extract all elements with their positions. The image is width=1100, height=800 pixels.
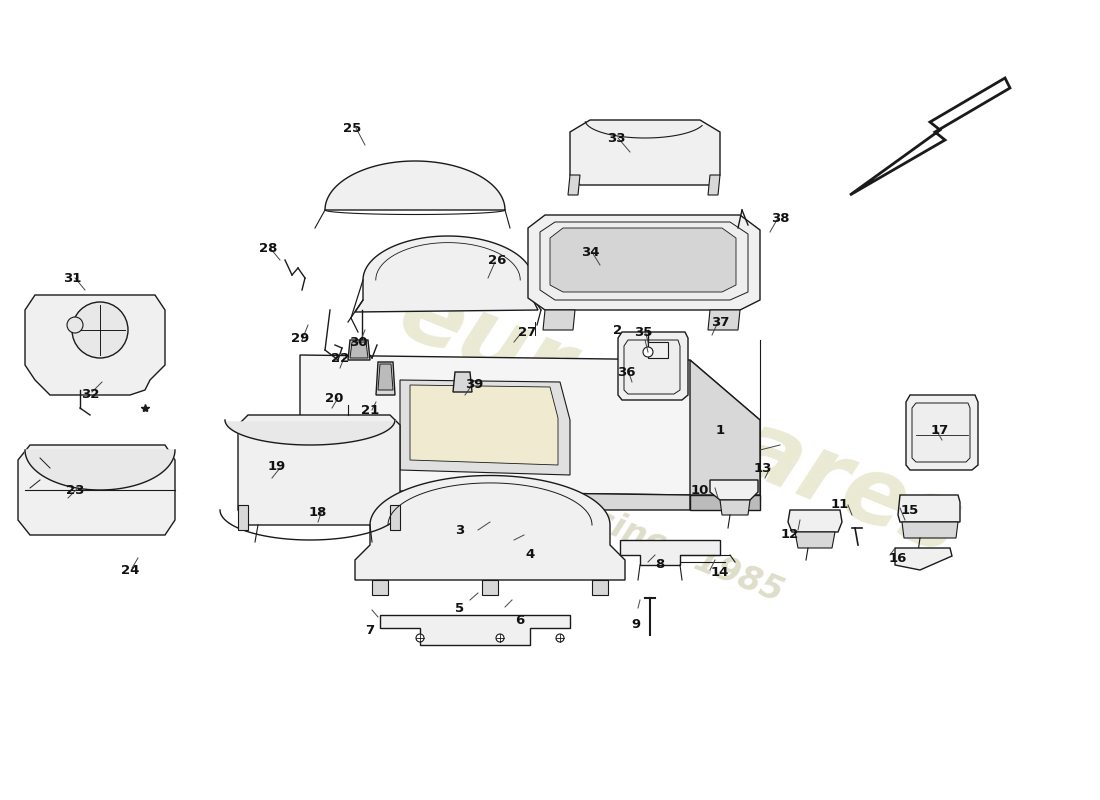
Polygon shape — [568, 175, 580, 195]
Polygon shape — [680, 370, 750, 490]
Text: 26: 26 — [487, 254, 506, 266]
Text: 18: 18 — [309, 506, 327, 518]
Polygon shape — [348, 340, 370, 360]
Text: 1: 1 — [715, 423, 725, 437]
Circle shape — [644, 347, 653, 357]
Circle shape — [556, 634, 564, 642]
Polygon shape — [238, 505, 248, 530]
Polygon shape — [795, 532, 835, 548]
Polygon shape — [592, 580, 608, 595]
Text: 30: 30 — [349, 335, 367, 349]
Polygon shape — [912, 403, 970, 462]
Text: 17: 17 — [931, 423, 949, 437]
Text: 20: 20 — [324, 391, 343, 405]
Text: 34: 34 — [581, 246, 600, 258]
Polygon shape — [410, 385, 558, 465]
Polygon shape — [902, 522, 958, 538]
Polygon shape — [324, 161, 505, 210]
Text: 32: 32 — [80, 389, 99, 402]
Text: 16: 16 — [889, 551, 908, 565]
Polygon shape — [620, 540, 721, 565]
Text: 6: 6 — [516, 614, 525, 626]
Polygon shape — [400, 380, 570, 475]
Text: 14: 14 — [711, 566, 729, 578]
Text: 11: 11 — [830, 498, 849, 511]
Polygon shape — [482, 580, 498, 595]
Polygon shape — [300, 355, 760, 495]
Polygon shape — [708, 175, 720, 195]
Text: 23: 23 — [66, 483, 85, 497]
Polygon shape — [708, 310, 740, 330]
Polygon shape — [300, 490, 690, 510]
Polygon shape — [528, 215, 760, 310]
Polygon shape — [540, 222, 748, 300]
Polygon shape — [226, 420, 395, 445]
Polygon shape — [690, 495, 760, 510]
Text: 5: 5 — [455, 602, 464, 614]
Text: 9: 9 — [631, 618, 640, 631]
Circle shape — [496, 634, 504, 642]
Text: 39: 39 — [465, 378, 483, 391]
Text: 37: 37 — [711, 315, 729, 329]
Polygon shape — [378, 364, 393, 390]
Polygon shape — [624, 340, 680, 394]
Polygon shape — [310, 365, 750, 490]
Text: 29: 29 — [290, 331, 309, 345]
Polygon shape — [648, 342, 668, 358]
Polygon shape — [690, 360, 760, 495]
Polygon shape — [618, 332, 688, 400]
Text: 31: 31 — [63, 271, 81, 285]
Polygon shape — [898, 495, 960, 522]
Text: 12: 12 — [781, 529, 799, 542]
Text: 3: 3 — [455, 523, 464, 537]
Polygon shape — [543, 310, 575, 330]
Polygon shape — [355, 475, 625, 580]
Polygon shape — [350, 342, 368, 358]
Polygon shape — [18, 445, 175, 535]
Circle shape — [72, 302, 128, 358]
Polygon shape — [720, 500, 750, 515]
Polygon shape — [895, 548, 952, 570]
Text: a passion since 1985: a passion since 1985 — [412, 431, 788, 609]
Polygon shape — [453, 372, 472, 392]
Text: 21: 21 — [361, 403, 379, 417]
Text: 22: 22 — [331, 351, 349, 365]
Polygon shape — [906, 395, 978, 470]
Polygon shape — [710, 480, 758, 500]
Polygon shape — [376, 362, 395, 395]
Text: 13: 13 — [754, 462, 772, 474]
Text: 33: 33 — [607, 131, 625, 145]
Text: 8: 8 — [656, 558, 664, 571]
Text: 36: 36 — [617, 366, 636, 378]
Text: 27: 27 — [518, 326, 536, 338]
Text: 35: 35 — [634, 326, 652, 338]
Polygon shape — [570, 120, 721, 185]
Polygon shape — [25, 450, 175, 490]
Text: 4: 4 — [526, 549, 535, 562]
Text: 2: 2 — [614, 323, 623, 337]
Text: 25: 25 — [343, 122, 361, 134]
Polygon shape — [25, 295, 165, 395]
Polygon shape — [372, 580, 388, 595]
Text: 15: 15 — [901, 503, 920, 517]
Polygon shape — [788, 510, 842, 532]
Circle shape — [416, 634, 424, 642]
Text: 38: 38 — [771, 211, 790, 225]
Polygon shape — [355, 236, 538, 312]
Text: 19: 19 — [268, 459, 286, 473]
Text: eurospares: eurospares — [386, 266, 975, 574]
Polygon shape — [379, 615, 570, 645]
Text: 24: 24 — [121, 563, 140, 577]
Polygon shape — [390, 505, 400, 530]
Polygon shape — [550, 228, 736, 292]
Text: 28: 28 — [258, 242, 277, 254]
Polygon shape — [238, 415, 400, 525]
Circle shape — [67, 317, 82, 333]
Text: 10: 10 — [691, 483, 710, 497]
Text: 7: 7 — [365, 623, 375, 637]
